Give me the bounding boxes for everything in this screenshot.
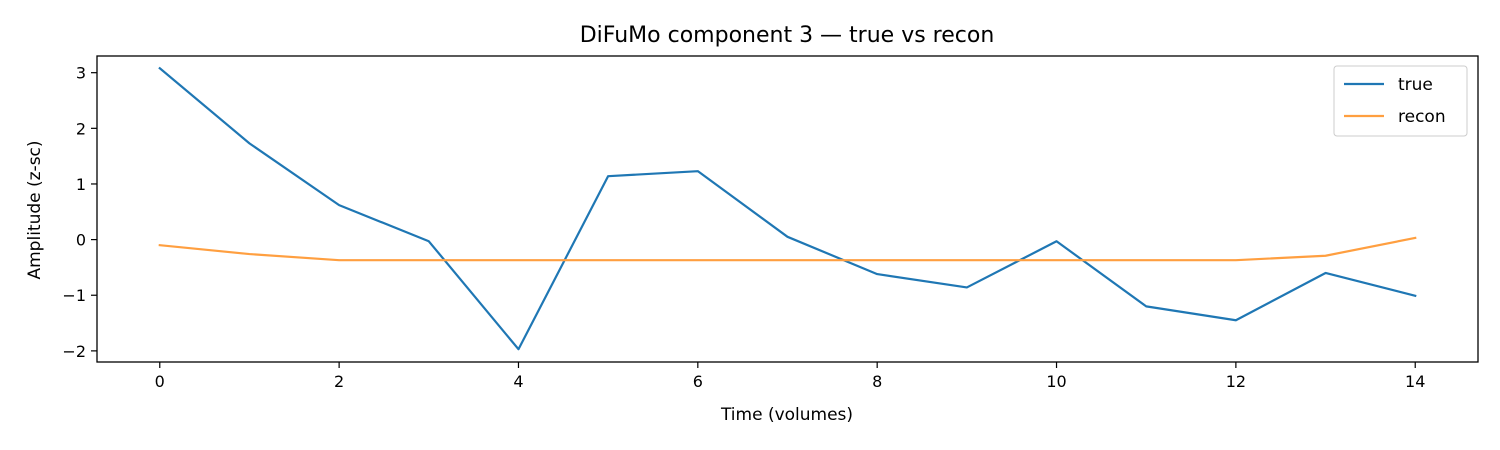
x-axis: 0 2 4 6 8 10 12 14 <box>155 362 1425 391</box>
legend-label-recon: recon <box>1398 107 1446 127</box>
series-layer <box>158 66 1417 351</box>
y-axis-title: Amplitude (z-sc) <box>25 140 45 279</box>
x-axis-title: Time (volumes) <box>720 405 853 425</box>
y-tick-label: −2 <box>62 342 86 361</box>
chart-title: DiFuMo component 3 — true vs recon <box>580 23 995 48</box>
x-tick-label: 0 <box>155 372 165 391</box>
y-tick-label: 0 <box>76 231 86 250</box>
x-tick-label: 10 <box>1046 372 1066 391</box>
legend-label-true: true <box>1398 75 1433 95</box>
x-tick-label: 8 <box>872 372 882 391</box>
y-tick-label: 2 <box>76 119 86 138</box>
legend: true recon <box>1333 65 1468 137</box>
y-tick-label: 3 <box>76 64 86 83</box>
x-tick-label: 12 <box>1226 372 1246 391</box>
y-tick-label: −1 <box>62 286 86 305</box>
plot-area-frame <box>96 55 1479 363</box>
x-tick-label: 14 <box>1405 372 1425 391</box>
x-tick-label: 4 <box>513 372 523 391</box>
x-tick-label: 2 <box>334 372 344 391</box>
y-tick-label: 1 <box>76 175 86 194</box>
y-axis: −2 −1 0 1 2 3 <box>62 64 97 361</box>
x-tick-label: 6 <box>693 372 703 391</box>
